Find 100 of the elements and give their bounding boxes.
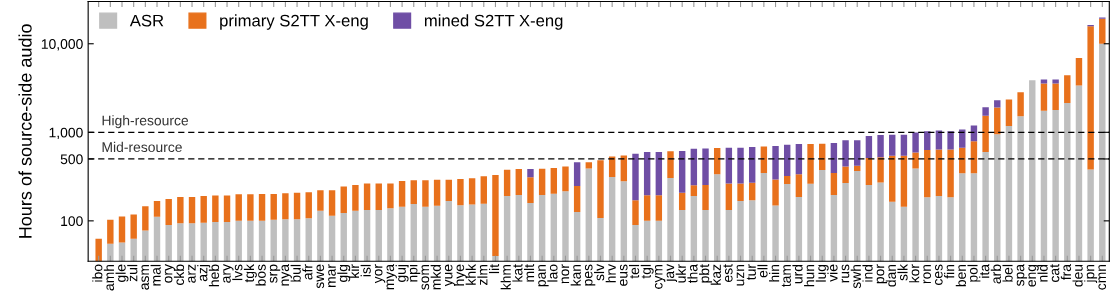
x-tick-label: rus [841, 264, 850, 283]
x-tick-label: kir [348, 264, 359, 278]
x-tick-label: khm [500, 264, 511, 290]
bar [842, 140, 849, 167]
x-tick-label: pbt [699, 264, 712, 283]
x-tick-label: ibo [92, 264, 103, 282]
bar [889, 134, 896, 156]
y-tick-label: 500 [60, 154, 83, 165]
bar [947, 131, 954, 150]
x-tick-label: isl [360, 264, 371, 277]
bar [900, 134, 908, 156]
x-tick-label: kat [512, 264, 523, 282]
legend-label: primary S2TT X-eng [220, 14, 368, 30]
x-tick-label: lug [815, 264, 829, 282]
y-tick-label: 100 [61, 216, 83, 227]
x-tick-label: asm [141, 264, 150, 290]
bar [748, 182, 756, 201]
x-tick-label: slk [897, 263, 908, 281]
bar [924, 131, 931, 151]
x-tick-label: hun [804, 264, 815, 287]
bar [527, 169, 534, 178]
x-tick-label: zul [127, 264, 138, 282]
x-tick-label: lit [488, 264, 500, 274]
bar [678, 151, 686, 193]
x-tick-label: arb [990, 264, 1001, 284]
x-tick-label: slv [594, 264, 605, 281]
x-tick-label: zlm [477, 264, 488, 286]
x-tick-label: tgk [243, 263, 257, 283]
y-tick-label: 1,000 [49, 127, 83, 140]
bar [1040, 83, 1048, 111]
x-tick-label: fin [944, 264, 955, 279]
x-tick-label: bos [255, 264, 266, 286]
bar [912, 132, 919, 153]
x-tick-label: nya [281, 264, 292, 286]
x-tick-label: urd [792, 264, 803, 284]
bar [865, 135, 873, 159]
x-tick-label: mlt [523, 264, 535, 282]
x-tick-label: kor [909, 264, 920, 283]
x-tick-label: tgl [640, 264, 654, 279]
x-tick-label: pes [584, 264, 596, 286]
x-tick-label: tur [746, 264, 756, 280]
x-tick-label: ron [923, 264, 931, 284]
x-tick-label: kaz [710, 264, 721, 285]
bar [1017, 92, 1024, 117]
bar [877, 135, 884, 158]
x-tick-label: nor [561, 264, 570, 284]
x-tick-label: cat [1050, 264, 1060, 282]
x-tick-label: swh [850, 264, 861, 289]
bar [784, 144, 791, 177]
x-tick-label: tam [781, 264, 791, 287]
x-tick-label: spa [1016, 264, 1028, 287]
bar [632, 153, 639, 201]
x-tick-label: tha [687, 264, 698, 284]
bar [1040, 79, 1048, 84]
x-tick-label: uzn [736, 264, 745, 286]
bar [748, 147, 756, 183]
bar [830, 143, 838, 174]
x-tick-label: tel [629, 264, 640, 279]
bar [690, 185, 698, 196]
x-tick-label: vie [827, 264, 838, 282]
bar [982, 107, 989, 116]
bar [1064, 75, 1071, 104]
x-tick-label: deu [1072, 264, 1083, 287]
bar [854, 140, 861, 166]
x-tick-label: mal [150, 264, 161, 286]
legend-label: mined S2TT X-eng [424, 14, 563, 30]
x-tick-label: dan [885, 264, 896, 287]
bar [854, 165, 861, 172]
x-tick-label: nld [1037, 264, 1048, 282]
x-tick-label: ces [935, 264, 943, 286]
x-tick-label: ell [757, 264, 768, 278]
ref-line-label: High-resource [102, 115, 189, 129]
x-tick-label: ary [223, 264, 234, 283]
bar [912, 152, 919, 169]
x-tick-label: bel [1002, 264, 1013, 282]
x-tick-label: som [421, 264, 430, 290]
y-axis-title: Hours of source-side audio [18, 24, 32, 238]
x-tick-label: npi [407, 264, 421, 282]
bar [994, 100, 1001, 108]
y-tick-label: 10,000 [41, 39, 83, 51]
bar [573, 162, 581, 187]
x-tick-label: ory [164, 264, 176, 283]
x-tick-label: bul [290, 264, 301, 282]
bar [608, 156, 616, 177]
x-tick-label: por [876, 264, 888, 284]
x-tick-label: azj [197, 264, 211, 282]
bar [795, 144, 803, 175]
bar [737, 183, 744, 201]
x-tick-label: jav [664, 264, 677, 283]
x-tick-label: est [723, 264, 733, 282]
x-tick-label: hin [769, 264, 780, 282]
bar [1005, 99, 1013, 127]
x-tick-label: eus [619, 264, 628, 286]
x-tick-label: yor [374, 264, 386, 284]
x-tick-label: hrv [605, 264, 616, 283]
bar [737, 147, 744, 184]
x-tick-label: eng [1028, 264, 1039, 287]
bar [760, 146, 768, 174]
x-tick-label: yue [444, 264, 456, 287]
bar [702, 148, 709, 186]
